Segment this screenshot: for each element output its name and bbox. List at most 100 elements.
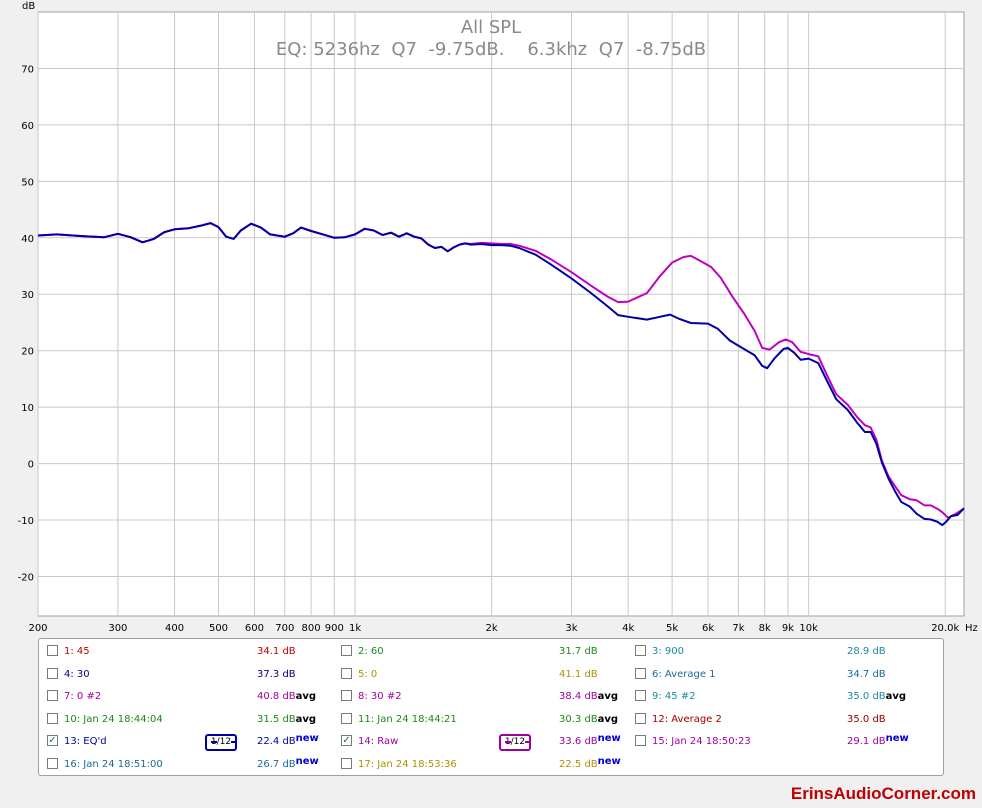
x-tick-label: 4k [622, 623, 634, 634]
x-tick-label: 20.0k [931, 623, 959, 634]
legend-item-8: 8: 30 #2 38.4 dBavg [341, 686, 631, 708]
y-tick-label: 30 [21, 290, 34, 301]
series-line-eqd [37, 222, 965, 527]
legend-label: 10: Jan 24 18:44:04 [64, 713, 163, 725]
legend-checkbox[interactable] [341, 690, 352, 701]
legend-checkbox[interactable] [47, 667, 58, 679]
legend-checkbox[interactable] [341, 645, 352, 656]
x-tick-label: 9k [782, 623, 794, 634]
legend-checkbox[interactable] [341, 667, 352, 679]
legend-checkbox[interactable] [635, 712, 646, 724]
legend-value: 41.1 dB [559, 669, 598, 680]
y-tick-label: -20 [18, 572, 34, 583]
legend-value-text: 34.1 dB [257, 646, 296, 657]
y-tick-label: 40 [21, 234, 34, 245]
y-tick-labels: 70 60 50 40 30 20 10 0 -10 -20 [18, 64, 34, 583]
legend-label: 16: Jan 24 18:51:00 [64, 758, 163, 770]
legend-item-5: 5: 0 41.1 dB [341, 664, 631, 686]
x-tick-label: 700 [275, 623, 294, 634]
legend-suffix-avg: avg [295, 691, 317, 702]
legend-item-1: 1: 45 34.1 dB [47, 641, 337, 663]
x-tick-label: 2k [486, 623, 498, 634]
legend-value: 37.3 dB [257, 669, 296, 680]
legend-label: 4: 30 [64, 668, 90, 680]
legend-checkbox[interactable] [47, 645, 58, 656]
legend-checkbox[interactable]: ✓ [341, 735, 352, 746]
legend-label: 12: Average 2 [652, 713, 722, 725]
x-tick-label: 10k [799, 623, 818, 634]
x-tick-label: 8k [759, 623, 771, 634]
legend-value: 31.7 dB [559, 646, 598, 657]
x-tick-label: 900 [325, 623, 344, 634]
legend-value-text: 35.0 dB [847, 713, 886, 725]
x-tick-label: 6k [702, 623, 714, 634]
legend-item-17: 17: Jan 24 18:53:36 22.5 dBnew [341, 754, 631, 776]
legend-suffix-new: new [597, 755, 621, 767]
legend-checkbox[interactable] [635, 667, 646, 679]
legend-suffix-avg: avg [885, 691, 907, 702]
legend-value: 28.9 dB [847, 646, 886, 657]
smoothing-label: 1/12 [210, 737, 232, 747]
legend-value-text: 33.6 dB [559, 736, 598, 747]
legend-suffix-new: new [597, 733, 621, 744]
legend-checkbox[interactable] [635, 735, 646, 746]
legend-value: 33.6 dBnew [559, 733, 621, 747]
legend-label: 2: 60 [358, 646, 384, 657]
legend-value-text: 28.9 dB [847, 646, 886, 657]
legend-item-3: 3: 900 28.9 dB [635, 641, 925, 663]
legend-checkbox[interactable] [47, 712, 58, 724]
legend-label: 3: 900 [652, 646, 684, 657]
legend-item-16: 16: Jan 24 18:51:00 26.7 dBnew [47, 754, 337, 776]
x-tick-label: 1k [349, 623, 361, 634]
spl-chart: 70 60 50 40 30 20 10 0 -10 -20 200 300 400 500 600 700… [18, 1, 978, 634]
legend-label: 7: 0 #2 [64, 691, 102, 702]
legend-value-text: 26.7 dB [257, 758, 296, 770]
x-tick-label: 5k [666, 623, 678, 634]
legend-value: 35.0 dBavg [847, 691, 906, 702]
legend-value-text: 31.5 dB [257, 713, 296, 725]
legend-item-7: 7: 0 #2 40.8 dBavg [47, 686, 337, 708]
legend-label: 17: Jan 24 18:53:36 [358, 758, 457, 770]
smoothing-badge[interactable]: 1/12 [499, 734, 532, 751]
legend-suffix-new: new [295, 733, 319, 744]
y-tick-label: 10 [21, 403, 34, 414]
legend-item-9: 9: 45 #2 35.0 dBavg [635, 686, 925, 708]
y-tick-label: 60 [21, 121, 34, 132]
legend-checkbox[interactable] [47, 690, 58, 701]
legend-item-13: ✓ 13: EQ'd 1/12 22.4 dBnew [47, 731, 337, 753]
legend-row: 7: 0 #2 40.8 dBavg 8: 30 #2 38.4 dBavg 9: 45… [39, 686, 943, 708]
x-tick-label: 500 [209, 623, 228, 634]
legend-value: 22.4 dBnew [257, 733, 319, 747]
chart-subtitle: EQ: 5236hz Q7 -9.75dB. 6.3khz Q7 -8.75dB [276, 39, 706, 60]
legend-item-10: 10: Jan 24 18:44:04 31.5 dBavg [47, 709, 337, 731]
legend-label: 11: Jan 24 18:44:21 [358, 713, 457, 725]
x-tick-label: 400 [165, 623, 184, 634]
series-lines [37, 222, 965, 527]
legend-value-text: 22.5 dB [559, 758, 598, 770]
legend-checkbox[interactable] [635, 645, 646, 656]
legend-suffix-new: new [295, 755, 319, 767]
legend-value-text: 34.7 dB [847, 668, 886, 680]
y-axis-label: dB [22, 1, 35, 12]
legend-value: 34.1 dB [257, 646, 296, 657]
legend-label: 6: Average 1 [652, 668, 716, 680]
legend-item-14: ✓ 14: Raw 1/12 33.6 dBnew [341, 731, 631, 753]
legend-checkbox[interactable] [341, 712, 352, 724]
legend-item-12: 12: Average 2 35.0 dB [635, 709, 925, 731]
legend-value: 38.4 dBavg [559, 691, 618, 702]
legend-value: 34.7 dB [847, 669, 886, 680]
x-tick-label: 300 [108, 623, 127, 634]
plot-area [37, 11, 965, 617]
legend-value: 29.1 dBnew [847, 733, 909, 747]
legend-checkbox[interactable] [341, 757, 352, 769]
legend-checkbox[interactable] [47, 757, 58, 769]
legend-suffix-avg: avg [295, 713, 317, 725]
y-tick-label: 0 [28, 460, 34, 471]
legend-label: 1: 45 [64, 646, 90, 657]
legend-checkbox[interactable] [635, 690, 646, 701]
legend-value: 30.3 dBavg [559, 714, 618, 725]
y-tick-label: 70 [21, 64, 34, 75]
smoothing-badge[interactable]: 1/12 [205, 734, 238, 751]
x-tick-label: 3k [565, 623, 577, 634]
legend-checkbox[interactable]: ✓ [47, 735, 58, 746]
